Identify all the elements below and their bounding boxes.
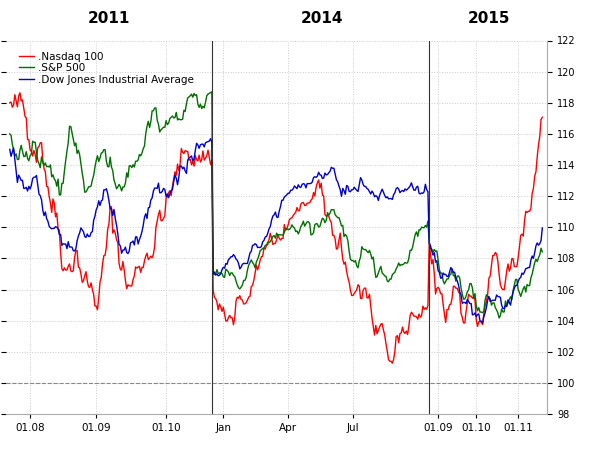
Text: 2015: 2015 xyxy=(468,10,511,26)
Legend: .Nasdaq 100, .S&P 500, .Dow Jones Industrial Average: .Nasdaq 100, .S&P 500, .Dow Jones Indust… xyxy=(17,50,196,87)
Text: 2011: 2011 xyxy=(88,10,130,26)
Text: 2014: 2014 xyxy=(300,10,343,26)
